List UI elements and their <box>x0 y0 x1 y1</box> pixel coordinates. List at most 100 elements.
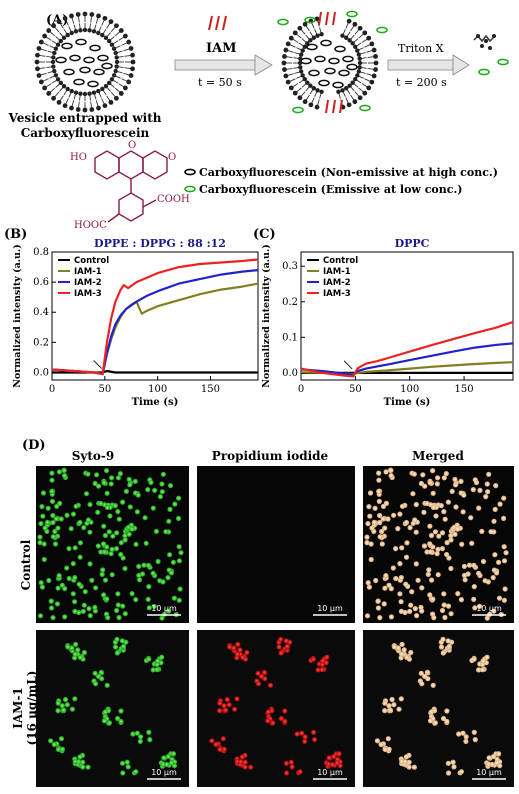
bacterium-cell <box>59 746 66 752</box>
bacterium-cell <box>366 584 372 590</box>
series-line-iam-3 <box>300 320 514 378</box>
bacterium-cell <box>477 603 483 609</box>
bacterium-cell <box>114 650 120 656</box>
bacterium-cell <box>501 597 507 603</box>
bacterium-cell <box>114 530 120 536</box>
bacterium-cell <box>112 503 118 509</box>
bacterium-cell <box>376 488 382 494</box>
bacterium-cell <box>114 636 120 642</box>
injection-arrow-icon <box>93 360 103 369</box>
bacterium-cell <box>64 512 70 518</box>
bacterium-cell <box>401 647 407 653</box>
bacterium-cell <box>430 490 436 496</box>
bacterium-cell <box>86 606 92 612</box>
bacterium-cell <box>406 764 412 770</box>
micrograph-panel: 10 µm <box>197 466 355 623</box>
bacterium-cell <box>278 636 284 642</box>
bacterium-cell <box>159 654 165 660</box>
bacterium-cell <box>68 526 74 532</box>
bacterium-cell <box>72 651 78 657</box>
bacterium-cell <box>148 479 154 486</box>
bacterium-cell <box>376 477 382 483</box>
nonemissive-dye-icon <box>338 69 350 77</box>
bacterium-cell <box>496 559 502 565</box>
bacterium-cell <box>55 700 61 706</box>
bacterium-cell <box>98 669 104 676</box>
row-label-control: Control <box>19 539 33 590</box>
bacterium-cell <box>436 533 442 539</box>
bacterium-cell <box>485 579 491 585</box>
bacterium-cell <box>411 764 417 770</box>
y-tick-label: 0.2 <box>33 337 49 348</box>
bacterium-cell <box>122 565 128 572</box>
bacterium-cell <box>45 505 51 511</box>
bacterium-cell <box>133 597 139 603</box>
bacterium-cell <box>133 769 139 775</box>
bacterium-cell <box>48 598 54 604</box>
bacterium-cell <box>59 703 65 709</box>
bacterium-cell <box>284 643 290 650</box>
bacterium-cell <box>136 577 143 583</box>
bacterium-cell <box>388 467 394 473</box>
bacterium-cell <box>115 591 121 597</box>
bacterium-cell <box>480 658 486 664</box>
molecule-ring-o-label: O <box>128 140 136 151</box>
bacterium-cell <box>37 613 44 619</box>
bacterium-cell <box>501 544 507 550</box>
x-tick-label: 100 <box>400 384 419 395</box>
bacterium-cell <box>366 504 372 510</box>
bacterium-cell <box>159 481 165 487</box>
y-axis-label: Normalized intensity (a.u.) <box>261 244 272 388</box>
bacterium-cell <box>50 534 56 540</box>
bacterium-cell <box>42 525 48 531</box>
bacterium-cell <box>276 644 282 650</box>
bacterium-cell <box>239 754 245 760</box>
bacterium-cell <box>145 487 151 493</box>
bacterium-cell <box>444 718 450 725</box>
molecule-cooh-label: COOH <box>157 194 190 205</box>
bacterium-cell <box>449 488 455 494</box>
bacterium-cell <box>147 737 153 743</box>
x-tick-label: 150 <box>201 384 220 395</box>
bacterium-cell <box>490 575 496 581</box>
bacterium-cell <box>459 541 465 547</box>
bacterium-cell <box>116 614 122 621</box>
bacterium-cell <box>141 562 147 568</box>
bacterium-cell <box>407 608 413 615</box>
bacterium-cell <box>430 504 437 510</box>
bacterium-cell <box>235 641 241 648</box>
bacterium-cell <box>452 531 458 537</box>
bacterium-cell <box>302 738 308 745</box>
bacterium-cell <box>217 708 223 714</box>
bacterium-cell <box>491 608 497 614</box>
bacterium-cell <box>127 482 133 488</box>
molecule-carbonyl-o-label: O <box>168 152 176 163</box>
bacterium-cell <box>120 555 126 561</box>
bacterium-cell <box>501 495 507 501</box>
bacterium-cell <box>92 670 98 676</box>
bacterium-cell <box>118 718 124 725</box>
bacterium-cell <box>226 702 232 708</box>
bacterium-cell <box>373 577 379 584</box>
bacterium-cell <box>113 546 120 552</box>
bacterium-cell <box>126 531 132 537</box>
bacterium-cell <box>494 570 500 576</box>
chart-c: (C) DPPC 0 50 100 150 0.0 0.1 0.2 0.3 Time (s) Norm… <box>253 227 514 408</box>
bacterium-cell <box>376 498 382 504</box>
bacterium-cell <box>470 487 476 493</box>
bacterium-cell <box>282 718 288 725</box>
bacterium-cell <box>46 577 52 584</box>
legend-emissive-label: Carboxyfluorescein (Emissive at low conc… <box>199 183 462 196</box>
bacterium-cell <box>167 506 173 512</box>
bacterium-cell <box>73 641 79 648</box>
bacterium-cell <box>62 614 68 620</box>
bacterium-cell <box>377 519 383 526</box>
bacterium-cell <box>134 509 140 515</box>
bacterium-cell <box>146 656 152 662</box>
bacterium-cell <box>154 667 160 673</box>
bacterium-cell <box>376 470 382 476</box>
bacterium-cell <box>399 651 405 657</box>
y-tick-label: 0.1 <box>282 332 298 343</box>
nonemissive-dye-icon <box>334 45 346 53</box>
bacterium-cell <box>161 755 167 761</box>
